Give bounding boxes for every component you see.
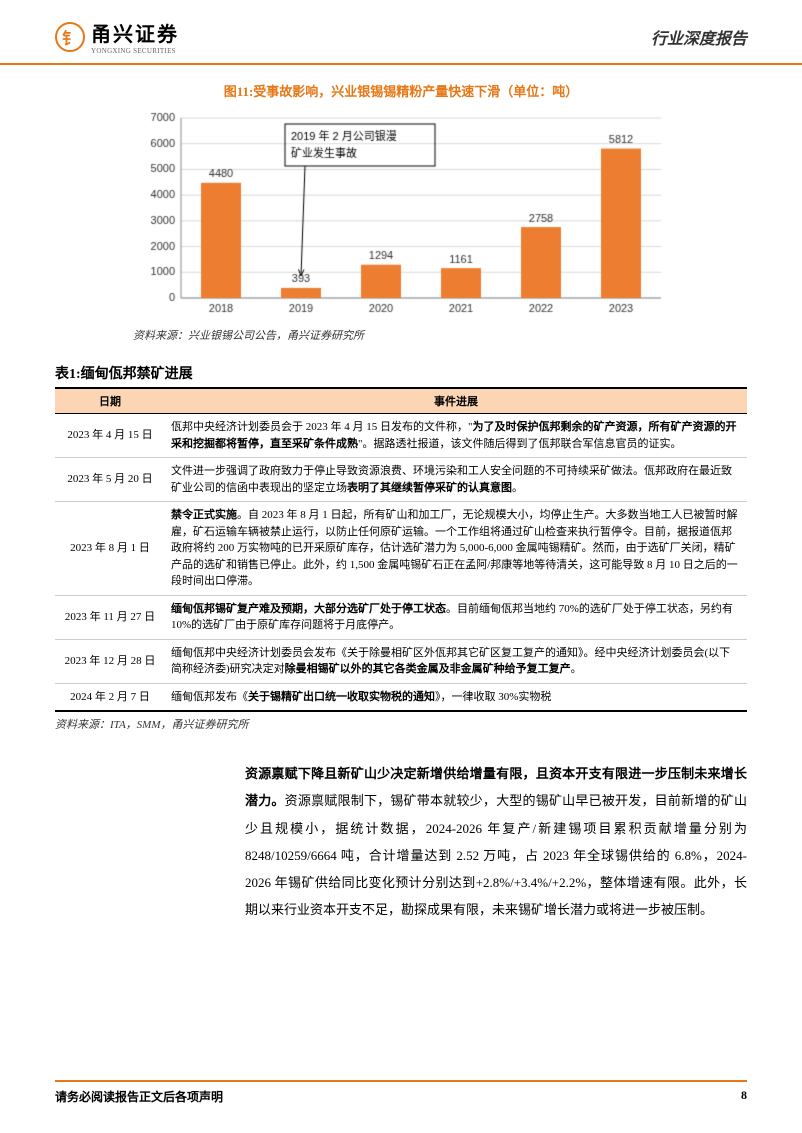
table-title: 表1:缅甸佤邦禁矿进展 bbox=[55, 363, 747, 383]
col-date: 日期 bbox=[55, 388, 165, 414]
cell-content: 缅甸佤邦发布《关于锡精矿出口统一收取实物税的通知》，一律收取 30%实物税 bbox=[165, 683, 747, 711]
cell-content: 缅甸佤邦中央经济计划委员会发布《关于除曼相矿区外佤邦其它矿区复工复产的通知》。经… bbox=[165, 639, 747, 683]
logo-en: YONGXING SECURITIES bbox=[91, 47, 179, 55]
cell-content: 佤邦中央经济计划委员会于 2023 年 4 月 15 日发布的文件称，"为了及时… bbox=[165, 414, 747, 458]
table-row: 2023 年 4 月 15 日佤邦中央经济计划委员会于 2023 年 4 月 1… bbox=[55, 414, 747, 458]
col-event: 事件进展 bbox=[165, 388, 747, 414]
table-row: 2023 年 11 月 27 日缅甸佤邦锡矿复产难及预期，大部分选矿厂处于停工状… bbox=[55, 595, 747, 639]
cell-date: 2023 年 8 月 1 日 bbox=[55, 502, 165, 596]
table-row: 2023 年 5 月 20 日文件进一步强调了政府致力于停止导致资源浪费、环境污… bbox=[55, 458, 747, 502]
cell-date: 2024 年 2 月 7 日 bbox=[55, 683, 165, 711]
table-source: 资料来源：ITA，SMM，甬兴证券研究所 bbox=[55, 716, 747, 732]
logo-cn: 甬兴证券 bbox=[91, 18, 179, 47]
cell-content: 禁令正式实施。自 2023 年 8 月 1 日起，所有矿山和加工厂，无论规模大小… bbox=[165, 502, 747, 596]
cell-content: 缅甸佤邦锡矿复产难及预期，大部分选矿厂处于停工状态。目前缅甸佤邦当地约 70%的… bbox=[165, 595, 747, 639]
page-number: 8 bbox=[741, 1088, 747, 1105]
table-row: 2023 年 8 月 1 日禁令正式实施。自 2023 年 8 月 1 日起，所… bbox=[55, 502, 747, 596]
chart-title: 图11:受事故影响，兴业银锡锡精粉产量快速下滑（单位：吨） bbox=[55, 81, 747, 100]
logo-icon: 钅 bbox=[55, 22, 85, 52]
table-row: 2024 年 2 月 7 日缅甸佤邦发布《关于锡精矿出口统一收取实物税的通知》，… bbox=[55, 683, 747, 711]
cell-content: 文件进一步强调了政府致力于停止导致资源浪费、环境污染和工人安全问题的不可持续采矿… bbox=[165, 458, 747, 502]
footer-disclaimer: 请务必阅读报告正文后各项声明 bbox=[55, 1088, 223, 1105]
cell-date: 2023 年 12 月 28 日 bbox=[55, 639, 165, 683]
table-row: 2023 年 12 月 28 日缅甸佤邦中央经济计划委员会发布《关于除曼相矿区外… bbox=[55, 639, 747, 683]
body-paragraph: 资源禀赋下降且新矿山少决定新增供给增量有限，且资本开支有限进一步压制未来增长潜力… bbox=[55, 760, 747, 924]
cell-date: 2023 年 4 月 15 日 bbox=[55, 414, 165, 458]
report-type: 行业深度报告 bbox=[651, 25, 747, 49]
events-table: 日期 事件进展 2023 年 4 月 15 日佤邦中央经济计划委员会于 2023… bbox=[55, 387, 747, 712]
logo: 钅 甬兴证券 YONGXING SECURITIES bbox=[55, 18, 179, 55]
chart-source: 资料来源：兴业银锡公司公告，甬兴证券研究所 bbox=[55, 327, 747, 343]
bar-chart bbox=[131, 108, 671, 323]
cell-date: 2023 年 5 月 20 日 bbox=[55, 458, 165, 502]
cell-date: 2023 年 11 月 27 日 bbox=[55, 595, 165, 639]
